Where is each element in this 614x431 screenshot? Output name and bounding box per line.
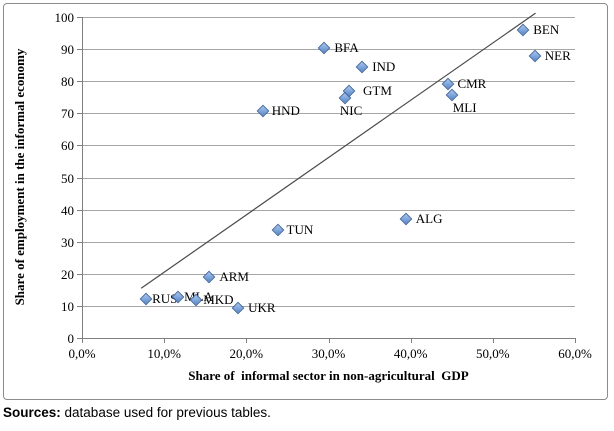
gridline — [82, 241, 575, 243]
y-tick-label: 80 — [61, 74, 74, 90]
gridline — [82, 113, 575, 115]
y-tick — [77, 17, 82, 18]
y-tick-label: 70 — [61, 106, 74, 122]
data-point-label: BEN — [533, 21, 560, 37]
x-tick — [492, 338, 494, 343]
y-tick — [77, 241, 82, 243]
y-tick-label: 20 — [61, 266, 74, 282]
y-tick — [77, 113, 82, 115]
y-tick — [77, 145, 82, 147]
x-axis-title: Share of informal sector in non-agricult… — [188, 368, 469, 383]
data-point-label: RUS — [152, 290, 178, 306]
x-tick-label: 50,0% — [476, 346, 510, 361]
x-tick — [328, 338, 330, 343]
trend-line — [140, 12, 536, 289]
data-point-label: GTM — [363, 83, 392, 99]
data-point-label: TUN — [286, 222, 314, 238]
data-point-label: HND — [271, 102, 300, 118]
x-tick — [82, 338, 83, 343]
x-tick — [410, 338, 412, 343]
y-tick-label: 40 — [61, 202, 74, 218]
y-axis-line — [82, 17, 83, 339]
gridline — [82, 81, 575, 83]
source-note: Sources: database used for previous tabl… — [3, 405, 271, 420]
y-tick-label: 0 — [67, 331, 75, 346]
gridline — [82, 305, 575, 307]
gridline — [82, 177, 575, 179]
y-tick — [77, 81, 82, 83]
gridline — [82, 273, 575, 275]
y-tick-label: 10 — [61, 298, 74, 314]
data-point-label: NIC — [339, 103, 363, 119]
data-point-label: MLI — [452, 100, 477, 116]
data-point-label: BFA — [334, 39, 359, 55]
data-point-label: MKD — [203, 292, 234, 308]
figure-border — [3, 3, 608, 400]
gridline — [82, 17, 575, 18]
data-point-label: ALG — [415, 210, 443, 226]
y-tick — [77, 273, 82, 275]
data-point-label: IND — [372, 59, 396, 75]
y-tick — [77, 49, 82, 51]
y-tick-label: 100 — [54, 10, 75, 25]
y-tick-label: 90 — [61, 42, 74, 58]
y-tick — [77, 338, 82, 339]
x-tick-label: 30,0% — [311, 346, 346, 361]
x-tick-label: 0,0% — [68, 346, 96, 361]
x-tick-label: 40,0% — [393, 346, 428, 361]
gridline — [82, 209, 575, 211]
y-tick — [77, 305, 82, 307]
x-tick-label: 60,0% — [558, 346, 592, 361]
y-tick-label: 30 — [61, 234, 74, 250]
x-tick-label: 20,0% — [229, 346, 264, 361]
y-tick — [77, 209, 82, 211]
source-text: database used for previous tables. — [60, 405, 271, 420]
data-point-label: CMR — [457, 75, 487, 91]
data-point-label: NER — [544, 48, 571, 64]
y-axis-title: Share of employment in the informal econ… — [12, 48, 27, 306]
y-tick — [77, 177, 82, 179]
source-prefix: Sources: — [3, 405, 61, 420]
data-point-label: UKR — [248, 300, 276, 316]
data-point-label: ARM — [219, 269, 249, 285]
y-tick-label: 60 — [61, 138, 74, 154]
x-tick-label: 10,0% — [147, 346, 181, 361]
x-tick — [164, 338, 166, 343]
x-tick — [246, 338, 248, 343]
gridline — [82, 145, 575, 147]
y-tick-label: 50 — [61, 170, 74, 186]
x-tick — [575, 338, 576, 343]
